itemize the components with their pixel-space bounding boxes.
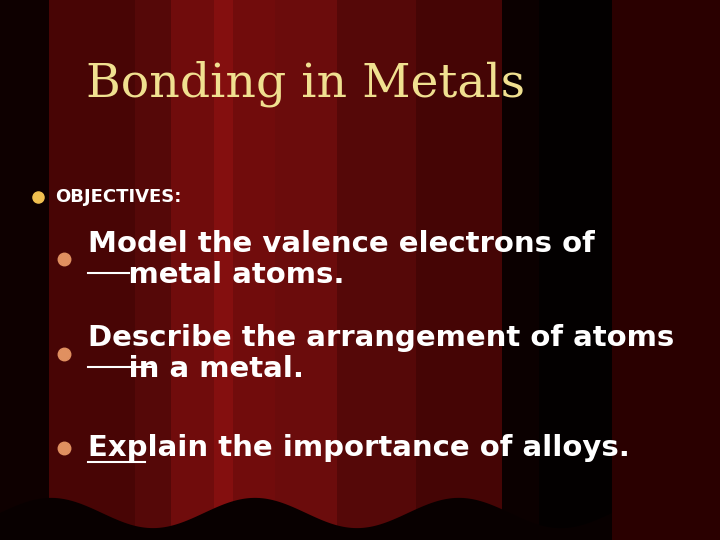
Bar — [171, 0, 233, 540]
Text: Describe the arrangement of atoms
    in a metal.: Describe the arrangement of atoms in a m… — [88, 324, 674, 383]
Bar — [214, 0, 336, 540]
Polygon shape — [0, 498, 612, 540]
Text: Model the valence electrons of
    metal atoms.: Model the valence electrons of metal ato… — [88, 230, 594, 289]
Text: Bonding in Metals: Bonding in Metals — [86, 60, 526, 107]
Bar — [539, 0, 612, 540]
Bar — [135, 0, 275, 540]
Bar — [502, 0, 612, 540]
Bar — [0, 0, 49, 540]
Bar — [416, 0, 502, 540]
Text: Explain the importance of alloys.: Explain the importance of alloys. — [88, 434, 629, 462]
Bar — [49, 0, 135, 540]
Bar — [275, 0, 416, 540]
Text: OBJECTIVES:: OBJECTIVES: — [55, 188, 181, 206]
